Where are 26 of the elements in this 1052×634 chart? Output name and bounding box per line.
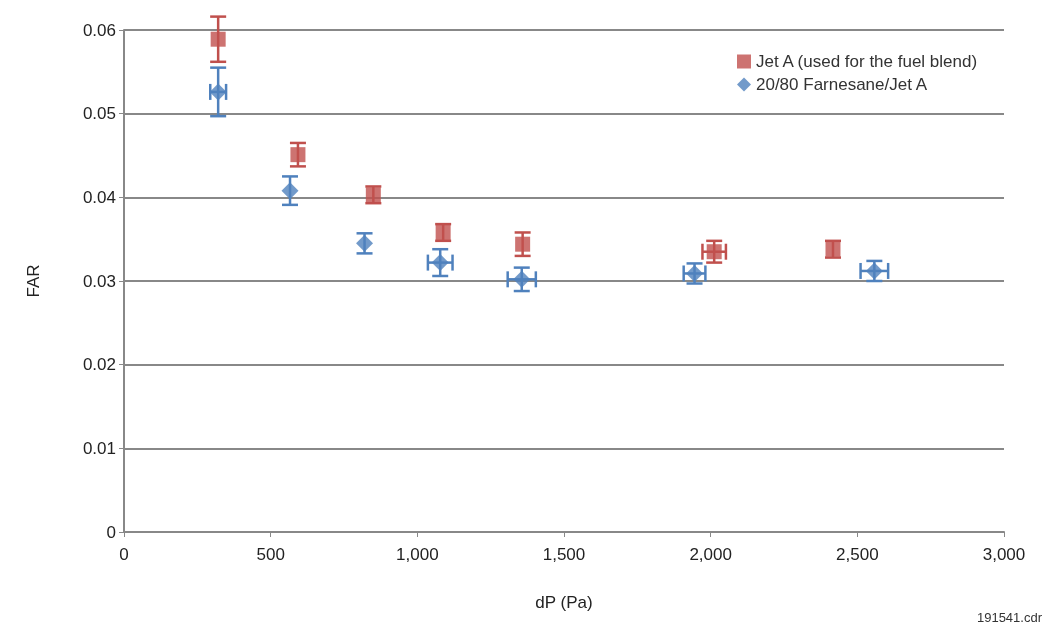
point [281,182,299,200]
x-tick-label: 500 [256,545,285,564]
x-axis-title: dP (Pa) [535,593,593,612]
x-tick-label: 2,500 [836,545,879,564]
y-tick-label: 0.06 [82,20,116,40]
x-tick-label: 3,000 [982,545,1026,564]
point [706,244,722,260]
point [431,254,449,272]
y-tick-label: 0.05 [82,104,116,124]
y-tick-label: 0 [106,522,116,542]
x-tick-label: 0 [119,545,129,564]
point [290,147,306,163]
point [513,270,531,288]
point [210,31,226,47]
legend-label: Jet A (used for the fuel blend) [755,52,978,71]
x-tick-label: 1,500 [542,545,586,564]
y-tick-label: 0.03 [82,271,116,291]
y-axis-title: FAR [24,264,43,298]
x-tick-label: 1,000 [396,545,439,564]
point [515,236,531,252]
x-tick-label: 2,000 [689,545,732,564]
legend-label: 20/80 Farnesane/Jet A [755,75,928,94]
y-tick-label: 0.01 [82,438,116,458]
y-tick-label: 0.02 [82,355,116,375]
y-tick-label: 0.04 [82,187,116,207]
text: 191541.cdr [976,610,1043,625]
